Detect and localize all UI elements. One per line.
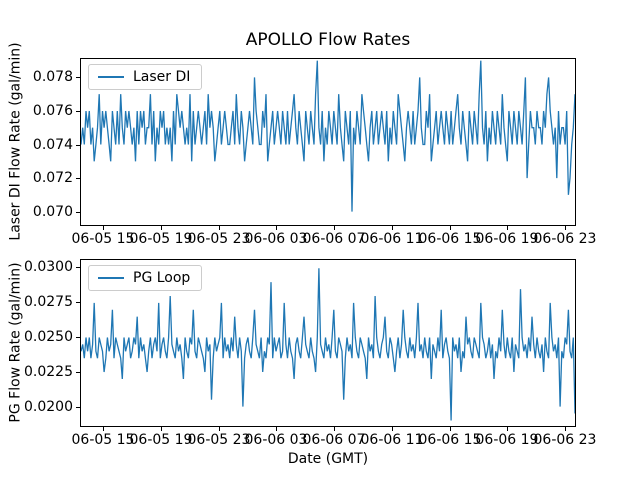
laser-di-y-tick-mark <box>76 178 80 179</box>
laser-di-x-tick-label: 06-05 19 <box>129 231 193 247</box>
laser-di-x-tick-mark <box>392 226 393 230</box>
pg-loop-x-tick-label: 06-06 03 <box>244 432 308 448</box>
pg-loop-y-tick-mark <box>76 407 80 408</box>
laser-di-x-tick-label: 06-06 03 <box>244 231 308 247</box>
pg-loop-x-tick-mark <box>565 427 566 431</box>
pg-loop-x-tick-label: 06-06 19 <box>475 432 539 448</box>
laser-di-x-tick-mark <box>450 226 451 230</box>
x-axis-label: Date (GMT) <box>287 451 369 467</box>
pg-loop-x-tick-mark <box>392 427 393 431</box>
pg-loop-x-tick-label: 06-05 15 <box>71 432 135 448</box>
laser-di-y-tick-mark <box>76 145 80 146</box>
chart-title: APOLLO Flow Rates <box>245 30 411 50</box>
legend-line-sample-pg-loop <box>98 277 124 279</box>
laser-di-x-tick-mark <box>161 226 162 230</box>
pg-loop-series-line <box>81 268 575 421</box>
pg-loop-x-tick-mark <box>103 427 104 431</box>
pg-loop-x-tick-mark <box>450 427 451 431</box>
laser-di-x-tick-label: 06-06 23 <box>533 231 597 247</box>
laser-di-y-tick-mark <box>76 212 80 213</box>
legend-label-laser-di: Laser DI <box>133 69 191 85</box>
pg-loop-y-tick-label: 0.0300 <box>24 259 73 275</box>
laser-di-y-tick-label: 0.074 <box>32 137 73 153</box>
pg-loop-y-tick-label: 0.0200 <box>24 399 73 415</box>
laser-di-x-tick-mark <box>565 226 566 230</box>
laser-di-x-tick-label: 06-05 15 <box>71 231 135 247</box>
legend-line-sample-laser-di <box>98 76 124 78</box>
pg-loop-x-tick-label: 06-05 23 <box>187 432 251 448</box>
axes-laser-di: Laser DI <box>80 58 576 226</box>
pg-loop-y-tick-mark <box>76 267 80 268</box>
laser-di-series-line <box>81 60 575 212</box>
pg-loop-y-tick-label: 0.0275 <box>24 294 73 310</box>
laser-di-y-tick-label: 0.070 <box>32 204 73 220</box>
laser-di-y-tick-label: 0.076 <box>32 103 73 119</box>
laser-di-x-tick-mark <box>334 226 335 230</box>
pg-loop-x-tick-mark <box>334 427 335 431</box>
axes-pg-loop: PG Loop <box>80 259 576 427</box>
laser-di-x-tick-label: 06-06 07 <box>302 231 366 247</box>
legend-laser-di: Laser DI <box>88 64 203 90</box>
laser-di-y-tick-label: 0.072 <box>32 170 73 186</box>
pg-loop-x-tick-label: 06-06 07 <box>302 432 366 448</box>
laser-di-x-tick-label: 06-06 15 <box>418 231 482 247</box>
laser-di-x-tick-label: 06-05 23 <box>187 231 251 247</box>
laser-di-x-tick-mark <box>276 226 277 230</box>
pg-loop-x-tick-mark <box>276 427 277 431</box>
pg-loop-x-tick-label: 06-05 19 <box>129 432 193 448</box>
laser-di-x-tick-label: 06-06 19 <box>475 231 539 247</box>
pg-loop-x-tick-label: 06-06 11 <box>360 432 424 448</box>
laser-di-y-tick-mark <box>76 111 80 112</box>
legend-label-pg-loop: PG Loop <box>133 270 191 286</box>
pg-loop-y-tick-label: 0.0250 <box>24 329 73 345</box>
laser-di-y-tick-label: 0.078 <box>32 69 73 85</box>
pg-loop-x-tick-label: 06-06 23 <box>533 432 597 448</box>
laser-di-x-tick-mark <box>507 226 508 230</box>
laser-di-x-tick-mark <box>103 226 104 230</box>
pg-loop-y-tick-mark <box>76 372 80 373</box>
pg-loop-x-tick-label: 06-06 15 <box>418 432 482 448</box>
pg-loop-y-tick-mark <box>76 302 80 303</box>
laser-di-y-tick-mark <box>76 77 80 78</box>
pg-loop-x-tick-mark <box>219 427 220 431</box>
pg-loop-y-tick-label: 0.0225 <box>24 364 73 380</box>
laser-di-x-tick-label: 06-06 11 <box>360 231 424 247</box>
pg-loop-y-tick-mark <box>76 337 80 338</box>
pg-loop-x-tick-mark <box>161 427 162 431</box>
pg-loop-x-tick-mark <box>507 427 508 431</box>
laser-di-x-tick-mark <box>219 226 220 230</box>
legend-pg-loop: PG Loop <box>88 265 203 291</box>
